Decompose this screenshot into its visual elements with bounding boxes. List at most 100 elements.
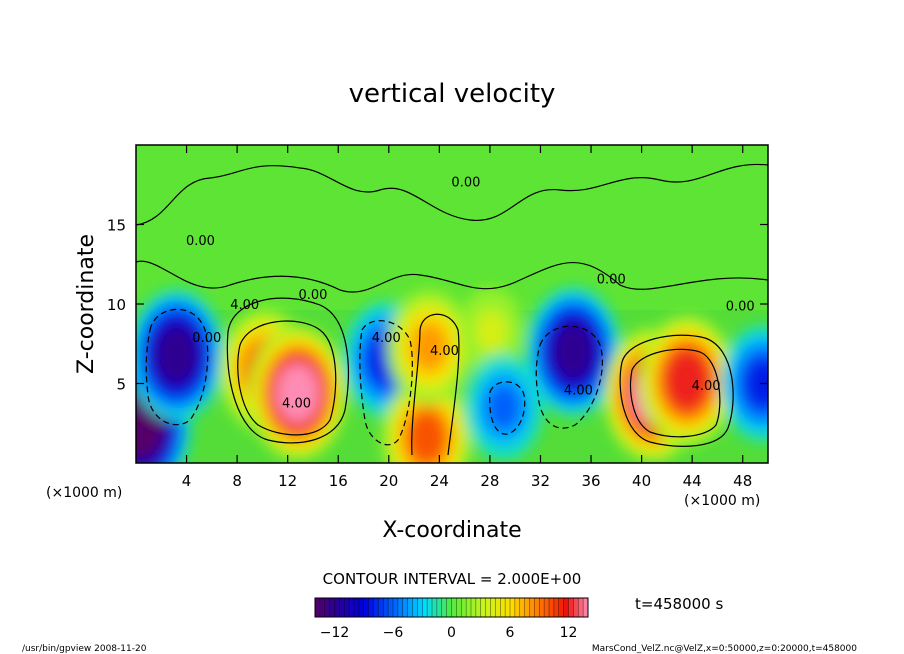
- contour-label-4: 4.00: [564, 384, 593, 399]
- colorbar-cell-28: [451, 598, 457, 617]
- colorbar-cell-13: [378, 598, 384, 617]
- feature-blob-3-level-6: [275, 363, 320, 423]
- chart-title: vertical velocity: [349, 79, 556, 109]
- colorbar-cell-8: [354, 598, 360, 617]
- feature-blob-7-level-1: [475, 310, 507, 352]
- colorbar-cell-22: [422, 598, 428, 617]
- colorbar-cell-16: [393, 598, 399, 617]
- colorbar-cell-37: [495, 598, 501, 617]
- colorbar-cell-7: [349, 598, 355, 617]
- colorbar-ticks: −12 −6 0 6 12: [320, 625, 578, 641]
- colorbar-cell-53: [573, 598, 579, 617]
- y-axis-label: Z-coordinate: [74, 234, 99, 374]
- colorbar-cell-29: [456, 598, 462, 617]
- plot-area: 4.00 4.00 4.00 4.00 4.00 4.00 0.00 0.00 0.00 0.00…: [136, 145, 768, 463]
- x-tick-label-11: 48: [733, 472, 752, 490]
- colorbar-tick-label-1: −6: [383, 625, 404, 641]
- colorbar-cell-1: [319, 598, 326, 617]
- colorbar-cell-3: [329, 598, 335, 617]
- contour-label-3: 4.00: [430, 344, 459, 359]
- contour-left-negative: [145, 308, 209, 426]
- colorbar-cell-40: [510, 598, 516, 617]
- contour-label-8: 0.00: [298, 288, 327, 303]
- x-tick-label-9: 40: [632, 472, 651, 490]
- colorbar-cell-4: [334, 598, 340, 617]
- contour-left-inner: [237, 320, 337, 436]
- colorbar-cell-10: [363, 598, 369, 617]
- colorbar-cell-39: [505, 598, 511, 617]
- x-axis-label: X-coordinate: [382, 518, 521, 543]
- contour-right-positive: [619, 334, 734, 447]
- contour-east-negative: [535, 325, 603, 429]
- y-axis-ticks: 5 10 15: [107, 217, 768, 394]
- footer-left: /usr/bin/gpview 2008-11-20: [22, 644, 147, 654]
- colorbar-tick-label-4: 12: [560, 625, 578, 641]
- colorbar-cells: [314, 598, 589, 617]
- contour-center-negative: [359, 320, 413, 446]
- colorbar-cell-15: [388, 598, 394, 617]
- x-unit-right: (×1000 m): [684, 493, 760, 509]
- colorbar-cell-24: [432, 598, 438, 617]
- x-unit-left: (×1000 m): [46, 485, 122, 501]
- feature-blob-8-level-2: [486, 383, 522, 431]
- colorbar-cell-47: [544, 598, 550, 617]
- x-tick-label-4: 20: [379, 472, 398, 490]
- colorbar-cell-27: [446, 598, 452, 617]
- colorbar-cell-50: [558, 598, 564, 617]
- colorbar-cell-12: [373, 598, 379, 617]
- colorbar-cell-0: [315, 598, 321, 617]
- colorbar-cell-54: [578, 598, 584, 617]
- contour-center-column: [411, 313, 460, 456]
- colorbar-cell-49: [553, 598, 560, 617]
- x-tick-label-8: 36: [581, 472, 600, 490]
- colorbar-cell-5: [339, 598, 345, 617]
- colorbar-cell-46: [539, 598, 545, 617]
- colorbar-cell-2: [324, 598, 330, 617]
- feature-blob-11-level-5: [665, 351, 709, 410]
- x-tick-label-5: 24: [430, 472, 449, 490]
- colorbar-frame: [314, 597, 589, 618]
- contour-label-11: 0.00: [192, 331, 221, 346]
- colorbar-cell-14: [383, 598, 389, 617]
- contour-low-negative: [489, 381, 526, 435]
- contour-label-6: 0.00: [451, 175, 480, 190]
- contour-label-5: 4.00: [692, 379, 721, 394]
- contour-label-9: 0.00: [597, 272, 626, 287]
- feature-blob-9-level-5: [552, 323, 594, 380]
- contour-label-7: 0.00: [186, 234, 215, 249]
- colorbar-tick-label-2: 0: [447, 625, 456, 641]
- x-tick-label-3: 16: [329, 472, 348, 490]
- feature-blob-1-level-5: [155, 326, 198, 384]
- contour-label-0: 4.00: [230, 298, 259, 313]
- feature-blob-12-level-3: [744, 358, 768, 409]
- feature-blobs: [136, 287, 768, 463]
- colorbar-cell-52: [568, 598, 574, 617]
- x-tick-label-7: 32: [531, 472, 550, 490]
- colorbar-cell-36: [490, 598, 496, 617]
- colorbar-cell-17: [397, 598, 404, 617]
- contour-left-positive: [226, 297, 349, 444]
- colorbar-cell-9: [358, 598, 365, 617]
- colorbar-cell-23: [427, 598, 433, 617]
- contour-label-1: 4.00: [282, 396, 311, 411]
- colorbar-cell-18: [402, 598, 408, 617]
- colorbar-cell-20: [412, 598, 418, 617]
- x-tick-label-1: 8: [232, 472, 242, 490]
- y-tick-label-0: 5: [116, 376, 126, 394]
- colorbar-cell-43: [524, 598, 530, 617]
- colorbar-cell-6: [344, 598, 350, 617]
- colorbar-cell-33: [475, 598, 482, 617]
- x-axis-ticks: 4 8 12 16 20 24 28 32 36 40 44 48: [182, 145, 752, 490]
- y-tick-label-2: 15: [107, 217, 126, 235]
- x-tick-label-0: 4: [182, 472, 192, 490]
- colorbar-cell-38: [500, 598, 506, 617]
- time-label: t=458000 s: [635, 595, 723, 613]
- footer-right: MarsCond_VelZ.nc@VelZ,x=0:50000,z=0:2000…: [592, 644, 857, 654]
- colorbar-cell-32: [471, 598, 477, 617]
- colorbar-cell-31: [466, 598, 472, 617]
- colorbar-cell-48: [549, 598, 555, 617]
- contour-mid-zero: [136, 260, 768, 293]
- colorbar-cell-21: [417, 598, 423, 617]
- colorbar-cell-25: [436, 598, 443, 617]
